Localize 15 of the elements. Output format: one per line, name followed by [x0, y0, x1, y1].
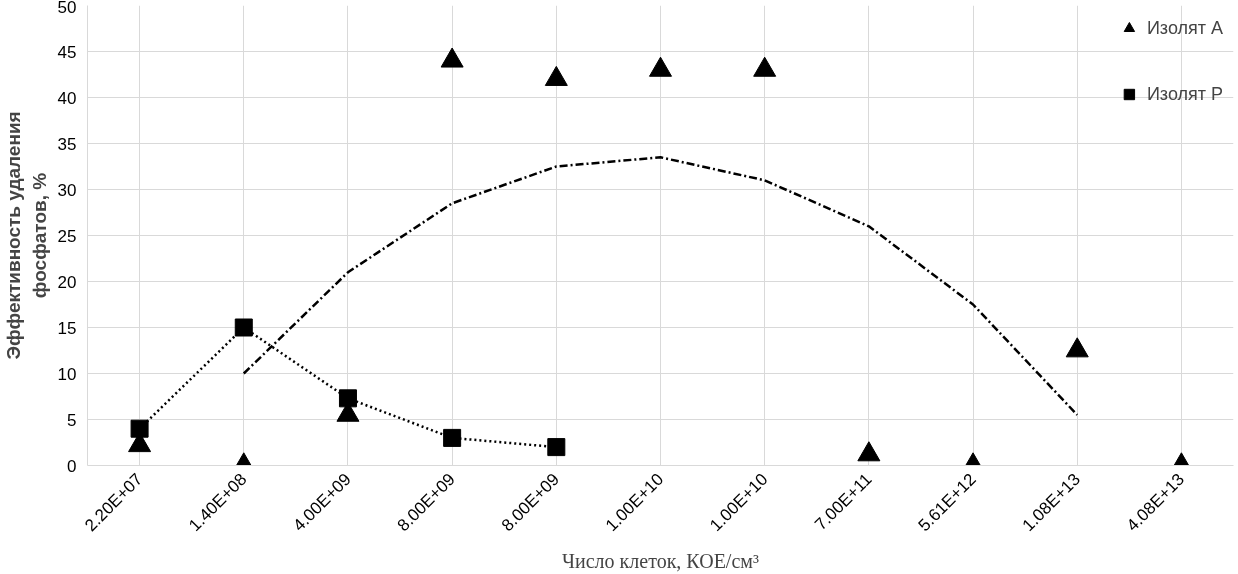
- y-tick-label: 0: [67, 456, 77, 476]
- y-tick-label: 5: [67, 410, 77, 430]
- x-axis-title: Число клеток, КОЕ/см³: [562, 549, 759, 572]
- y-tick-label: 35: [57, 134, 77, 154]
- y-tick-label: 30: [57, 180, 77, 200]
- y-tick-label: 20: [57, 272, 77, 292]
- y-axis-title: Эффективность удаления фосфатов, %: [3, 111, 50, 360]
- legend-label: Изолят Р: [1146, 83, 1223, 105]
- y-tick-label: 25: [57, 226, 77, 246]
- legend-label: Изолят А: [1146, 17, 1223, 39]
- y-tick-label: 10: [57, 364, 77, 384]
- y-tick-label: 15: [57, 318, 77, 338]
- y-tick-label: 50: [57, 0, 77, 17]
- y-tick-label: 45: [57, 42, 77, 62]
- y-tick-label: 40: [57, 88, 77, 108]
